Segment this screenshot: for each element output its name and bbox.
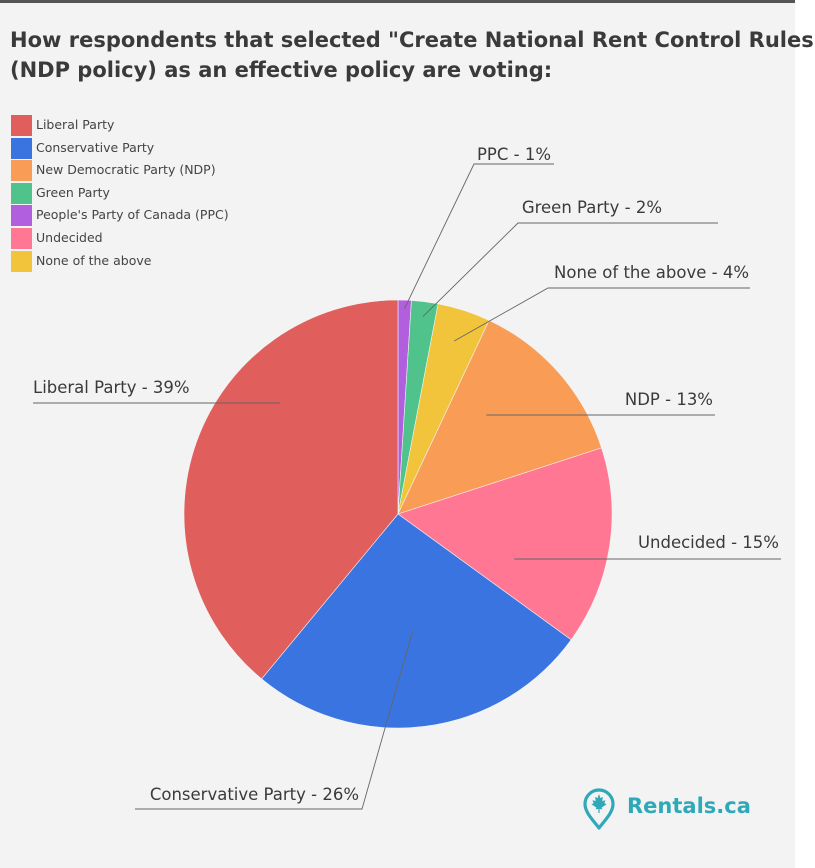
legend-swatch-none bbox=[11, 250, 32, 272]
legend-label-ppc: People's Party of Canada (PPC) bbox=[36, 207, 229, 223]
legend-label-ndp: New Democratic Party (NDP) bbox=[36, 162, 216, 178]
pie-slice-conservative bbox=[261, 513, 572, 729]
legend-swatch-conservative bbox=[11, 137, 32, 159]
data-label-ndp: NDP - 13% bbox=[625, 390, 713, 409]
pie-leader-lines bbox=[33, 163, 781, 810]
legend-swatch-undecided bbox=[11, 227, 32, 249]
data-label-none: None of the above - 4% bbox=[554, 263, 749, 282]
data-label-green: Green Party - 2% bbox=[522, 198, 662, 217]
data-label-conservative: Conservative Party - 26% bbox=[150, 785, 359, 804]
chart-title-line-1: How respondents that selected "Create Na… bbox=[10, 28, 815, 52]
data-label-liberal: Liberal Party - 39% bbox=[33, 378, 190, 397]
chart-title-line-2: (NDP policy) as an effective policy are … bbox=[10, 58, 553, 82]
chart-title: How respondents that selected "Create Na… bbox=[10, 25, 815, 85]
legend-swatch-ppc bbox=[11, 205, 32, 227]
pie-slice-ndp bbox=[397, 319, 602, 515]
pie-slices bbox=[183, 299, 613, 729]
brand-name: Rentals.ca bbox=[627, 794, 751, 818]
leader-line-conservative bbox=[135, 630, 414, 810]
map-pin-maple-leaf-icon bbox=[583, 788, 615, 830]
legend-swatch-liberal bbox=[11, 115, 32, 136]
data-label-undecided: Undecided - 15% bbox=[638, 533, 779, 552]
legend-label-green: Green Party bbox=[36, 184, 110, 200]
pie-labels: PPC - 1% Green Party - 2% None of the abov… bbox=[33, 145, 779, 804]
legend-label-undecided: Undecided bbox=[36, 229, 103, 245]
pie-slice-liberal bbox=[183, 299, 399, 680]
leader-line-none bbox=[453, 287, 750, 342]
pie-slice-undecided bbox=[397, 447, 613, 641]
legend-label-conservative: Conservative Party bbox=[36, 139, 155, 155]
legend-swatch-ndp bbox=[11, 160, 32, 182]
legend-label-liberal: Liberal Party bbox=[36, 117, 115, 132]
legend-swatch-green bbox=[11, 182, 32, 204]
leader-line-green bbox=[422, 222, 718, 317]
leader-line-ppc bbox=[404, 163, 554, 309]
pie-chart: PPC - 1% Green Party - 2% None of the abov… bbox=[33, 145, 781, 810]
data-label-ppc: PPC - 1% bbox=[477, 145, 551, 164]
legend-label-none: None of the above bbox=[36, 252, 152, 268]
